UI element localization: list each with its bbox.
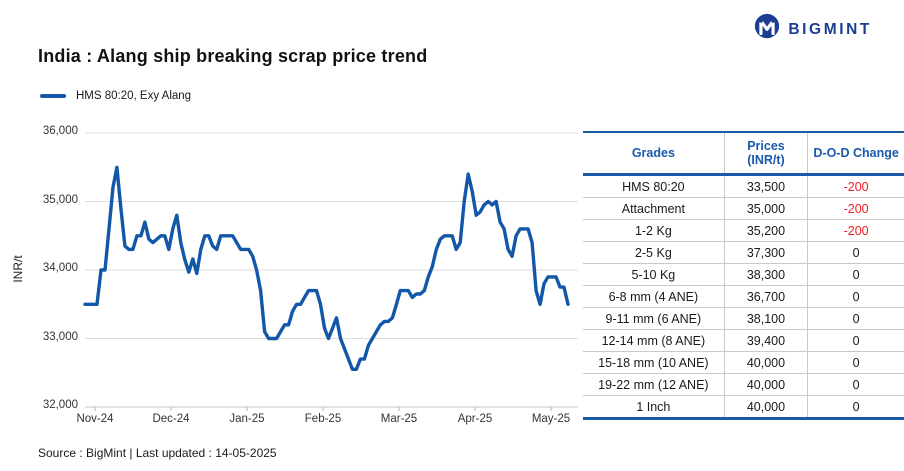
table-row: 5-10 Kg 38,300 0 xyxy=(583,263,904,286)
change-cell: 0 xyxy=(807,373,904,396)
change-cell: 0 xyxy=(807,307,904,330)
bigmint-m-icon xyxy=(753,13,781,46)
price-table: Grades Prices (INR/t) D-O-D Change HMS 8… xyxy=(583,131,904,420)
grid-lines xyxy=(85,132,578,408)
table-row: 1 Inch 40,000 0 xyxy=(583,395,904,419)
legend-line-swatch xyxy=(40,94,66,98)
x-tick-label: Mar-25 xyxy=(380,413,418,425)
price-cell: 39,400 xyxy=(723,329,808,352)
y-tick-label: 36,000 xyxy=(42,125,78,137)
grade-cell: 12-14 mm (8 ANE) xyxy=(583,329,725,352)
price-cell: 38,100 xyxy=(723,307,808,330)
x-tick-label: Nov-24 xyxy=(76,413,114,425)
price-cell: 40,000 xyxy=(723,395,808,419)
table-row: 2-5 Kg 37,300 0 xyxy=(583,241,904,264)
change-cell: 0 xyxy=(807,241,904,264)
bigmint-logo: BIGMINT xyxy=(753,13,872,46)
table-row: 6-8 mm (4 ANE) 36,700 0 xyxy=(583,285,904,308)
y-tick-label: 34,000 xyxy=(42,262,78,274)
price-line-series xyxy=(83,165,570,371)
grade-cell: HMS 80:20 xyxy=(622,179,685,194)
price-table-body: HMS 80:20 33,500 -200 Attachment 35,000 -200 1… xyxy=(583,174,904,419)
change-cell: 0 xyxy=(807,263,904,286)
table-row: Attachment 35,000 -200 xyxy=(583,197,904,220)
price-cell: 38,300 xyxy=(723,263,808,286)
grade-cell: 9-11 mm (6 ANE) xyxy=(583,307,725,330)
table-row: 12-14 mm (8 ANE) 39,400 0 xyxy=(583,329,904,352)
source-note: Source : BigMint | Last updated : 14-05-… xyxy=(38,446,277,460)
y-tick-label: 33,000 xyxy=(42,330,78,343)
price-cell: 35,000 xyxy=(723,197,808,220)
grade-cell: 6-8 mm (4 ANE) xyxy=(583,285,725,308)
table-row: 15-18 mm (10 ANE) 40,000 0 xyxy=(583,351,904,374)
page-title: India : Alang ship breaking scrap price … xyxy=(38,46,428,66)
x-tick-label: Jan-25 xyxy=(229,413,265,425)
change-cell: 0 xyxy=(807,351,904,374)
change-cell: -200 xyxy=(807,174,904,198)
x-tick-label: Apr-25 xyxy=(457,413,493,425)
price-cell: 40,000 xyxy=(723,351,808,374)
price-cell: 36,700 xyxy=(723,285,808,308)
change-cell: 0 xyxy=(807,329,904,352)
grade-cell: 15-18 mm (10 ANE) xyxy=(583,351,725,374)
price-cell: 37,300 xyxy=(723,241,808,264)
grade-cell: 2-5 Kg xyxy=(583,241,725,264)
header-grades: Grades xyxy=(583,132,725,176)
change-cell: 0 xyxy=(807,395,904,419)
grade-cell: 5-10 Kg xyxy=(583,263,725,286)
grade-cell: 1 Inch xyxy=(583,395,725,419)
change-cell: 0 xyxy=(807,285,904,308)
price-table-header: Grades Prices (INR/t) D-O-D Change xyxy=(583,132,904,176)
price-cell: 35,200 xyxy=(723,219,808,242)
table-row: 19-22 mm (12 ANE) 40,000 0 xyxy=(583,373,904,396)
y-tick-label: 32,000 xyxy=(42,399,78,411)
x-tick-label: Dec-24 xyxy=(152,413,190,425)
price-cell: 40,000 xyxy=(723,373,808,396)
y-tick-label: 35,000 xyxy=(42,193,78,206)
grade-cell: 19-22 mm (12 ANE) xyxy=(583,373,725,396)
table-row: 9-11 mm (6 ANE) 38,100 0 xyxy=(583,307,904,330)
x-tick-label: Feb-25 xyxy=(304,413,342,425)
grade-cell: 1-2 Kg xyxy=(583,219,725,242)
change-cell: -200 xyxy=(807,197,904,220)
legend-label: HMS 80:20, Exy Alang xyxy=(76,90,192,102)
table-row: 1-2 Kg 35,200 -200 xyxy=(583,219,904,242)
price-cell: 33,500 xyxy=(723,174,808,198)
header-dod-change: D-O-D Change xyxy=(807,132,904,176)
x-tick-label: May-25 xyxy=(531,413,571,425)
header-prices: Prices (INR/t) xyxy=(723,132,808,176)
table-row: HMS 80:20 33,500 -200 xyxy=(583,174,904,198)
grade-cell: Attachment xyxy=(583,197,725,220)
brand-name: BIGMINT xyxy=(788,20,872,38)
chart-legend: HMS 80:20, Exy Alang xyxy=(40,90,191,102)
change-cell: -200 xyxy=(807,219,904,242)
x-axis-tick-marks xyxy=(94,407,552,411)
